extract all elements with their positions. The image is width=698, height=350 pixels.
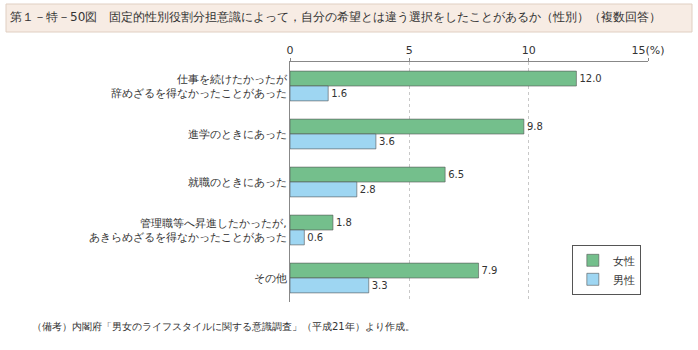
svg-text:管理職等へ昇進したかったが,あきらめざるを得なかったことがあ: 管理職等へ昇進したかったが,あきらめざるを得なかったことがあった bbox=[89, 217, 287, 244]
svg-text:3.3: 3.3 bbox=[372, 280, 388, 291]
svg-text:0.6: 0.6 bbox=[307, 232, 323, 243]
svg-text:男性: 男性 bbox=[613, 274, 635, 287]
svg-text:15(%): 15(%) bbox=[631, 44, 664, 57]
svg-text:（備考）内閣府「男女のライフスタイルに関する意識調査」（平成: （備考）内閣府「男女のライフスタイルに関する意識調査」（平成21年）より作成。 bbox=[32, 321, 415, 332]
svg-text:その他: その他 bbox=[254, 272, 287, 285]
svg-text:6.5: 6.5 bbox=[448, 169, 464, 180]
svg-text:仕事を続けたかったが辞めざるを得なかったことがあった: 仕事を続けたかったが辞めざるを得なかったことがあった bbox=[111, 73, 288, 100]
svg-text:9.8: 9.8 bbox=[527, 121, 543, 132]
svg-text:5: 5 bbox=[406, 44, 413, 57]
svg-text:7.9: 7.9 bbox=[482, 265, 498, 276]
svg-text:1.8: 1.8 bbox=[336, 217, 352, 228]
svg-text:3.6: 3.6 bbox=[379, 136, 395, 147]
svg-text:女性: 女性 bbox=[613, 255, 635, 268]
svg-text:10: 10 bbox=[522, 44, 536, 57]
svg-text:12.0: 12.0 bbox=[579, 73, 601, 84]
svg-text:2.8: 2.8 bbox=[360, 184, 376, 195]
svg-text:0: 0 bbox=[287, 44, 294, 57]
svg-text:進学のときにあった: 進学のときにあった bbox=[188, 128, 287, 141]
svg-text:1.6: 1.6 bbox=[331, 88, 347, 99]
svg-text:就職のときにあった: 就職のときにあった bbox=[188, 176, 287, 189]
svg-text:第１－特－50図 固定的性別役割分担意識によって，自分の希望: 第１－特－50図 固定的性別役割分担意識によって，自分の希望とは違う選択をしたこ… bbox=[10, 10, 661, 24]
